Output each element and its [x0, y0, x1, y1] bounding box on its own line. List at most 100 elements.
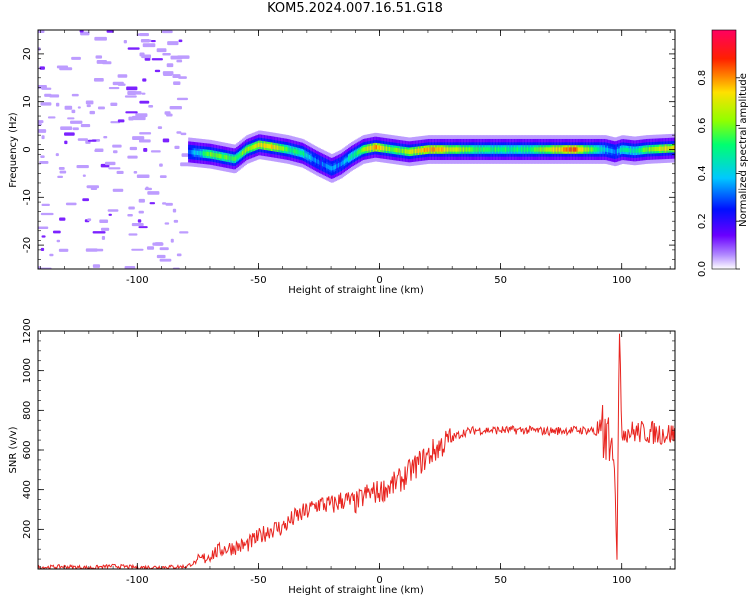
noise-speckle — [145, 186, 149, 189]
signal-cell — [318, 160, 322, 165]
signal-cell — [523, 147, 526, 152]
noise-speckle — [131, 223, 144, 227]
signal-cell — [379, 145, 383, 151]
noise-speckle — [127, 47, 140, 50]
noise-speckle — [181, 153, 190, 157]
noise-speckle — [110, 121, 121, 124]
y-tick-label: 200 — [22, 520, 33, 539]
signal-cell — [295, 149, 298, 154]
signal-cell — [282, 146, 285, 151]
signal-cell — [236, 155, 239, 160]
noise-speckle — [40, 102, 52, 106]
noise-speckle — [173, 81, 181, 86]
signal-cell — [231, 156, 234, 161]
signal-cell — [600, 147, 603, 152]
signal-cell — [624, 147, 627, 152]
signal-cell — [278, 145, 281, 151]
signal-cell — [611, 148, 614, 154]
signal-cell — [647, 147, 650, 152]
noise-speckle — [86, 185, 96, 188]
x-tick-label: 50 — [494, 575, 507, 586]
signal-cell — [403, 148, 406, 154]
noise-speckle — [87, 218, 92, 221]
noise-speckle — [72, 127, 79, 131]
signal-cell — [628, 148, 631, 153]
signal-cell — [218, 153, 221, 159]
colorbar-tick-label: 0.0 — [697, 261, 708, 277]
signal-cell — [430, 147, 433, 152]
noise-speckle — [159, 163, 163, 167]
signal-cell — [645, 147, 648, 152]
signal-cell — [480, 147, 483, 152]
noise-speckle — [94, 36, 107, 41]
y-tick-label: 20 — [22, 48, 33, 61]
noise-speckle — [166, 63, 174, 68]
signal-cell — [349, 155, 352, 160]
signal-cell — [284, 146, 287, 152]
signal-cell — [323, 162, 326, 167]
noise-speckle — [112, 81, 124, 86]
spectrogram-x-label: Height of straight line (km) — [288, 285, 424, 296]
signal-cell — [468, 147, 471, 152]
signal-cell — [491, 147, 494, 152]
signal-cell — [340, 161, 343, 166]
signal-cell — [669, 146, 672, 151]
signal-cell — [664, 146, 667, 151]
signal-cell — [326, 164, 329, 169]
noise-speckle — [124, 95, 137, 98]
signal-cell — [631, 148, 634, 153]
signal-cell — [414, 148, 417, 154]
signal-cell — [239, 153, 242, 158]
signal-cell — [324, 163, 327, 168]
signal-cell — [496, 147, 499, 152]
signal-cell — [260, 142, 263, 148]
colorbar-label: Normalized spectral amplitude — [738, 73, 749, 227]
signal-cell — [417, 148, 420, 153]
signal-cell — [657, 146, 660, 152]
colorbar-gradient — [712, 30, 736, 269]
noise-speckle — [116, 170, 124, 174]
signal-cell — [291, 148, 294, 153]
signal-cell — [446, 147, 449, 152]
signal-cell — [365, 146, 368, 152]
noise-speckle — [95, 55, 103, 59]
signal-cell — [448, 147, 451, 152]
signal-cell — [407, 149, 410, 154]
signal-cell — [635, 148, 638, 153]
noise-speckle — [38, 226, 49, 229]
noise-speckle — [52, 230, 61, 234]
noise-speckle — [39, 66, 45, 70]
signal-cell — [269, 144, 272, 149]
signal-cell — [512, 147, 515, 152]
noise-speckle — [77, 106, 81, 109]
signal-cell — [223, 154, 226, 160]
signal-cell — [477, 147, 480, 152]
signal-cell — [345, 158, 348, 163]
signal-cell — [548, 147, 551, 152]
signal-cell — [560, 147, 563, 152]
signal-cell — [616, 148, 619, 154]
signal-cell — [584, 147, 587, 152]
signal-cell — [561, 147, 564, 152]
signal-cell — [573, 147, 576, 152]
signal-cell — [301, 151, 304, 156]
signal-cell — [451, 147, 454, 152]
noise-speckle — [65, 202, 77, 206]
signal-cell — [606, 147, 609, 153]
signal-cell — [541, 147, 544, 152]
noise-speckle — [92, 231, 106, 234]
noise-speckle — [133, 171, 138, 174]
signal-cell — [603, 147, 606, 152]
noise-speckle — [85, 248, 98, 252]
signal-cell — [474, 147, 477, 152]
signal-cell — [372, 145, 375, 150]
signal-cell — [332, 165, 335, 171]
noise-speckle — [87, 139, 97, 142]
signal-cell — [205, 151, 208, 156]
noise-speckle — [99, 219, 109, 224]
signal-cell — [566, 147, 569, 152]
signal-cell — [513, 147, 516, 152]
signal-cell — [391, 147, 394, 152]
signal-cell — [320, 161, 323, 166]
colorbar-tick-label: 0.4 — [697, 165, 708, 181]
